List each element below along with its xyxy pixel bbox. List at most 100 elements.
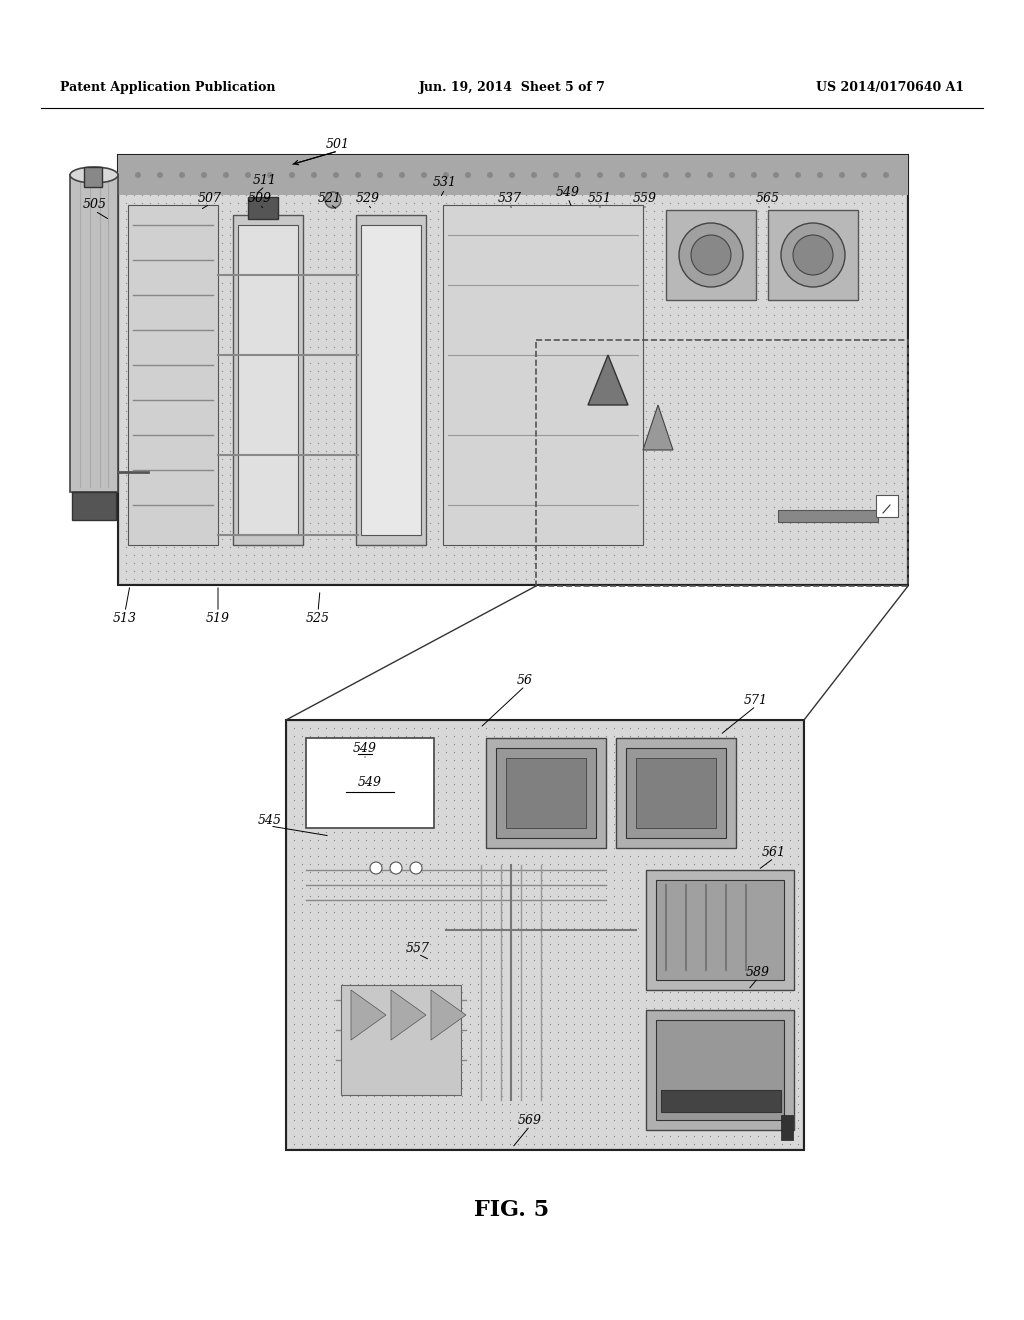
Point (638, 457, 654, 478)
Point (334, 289, 350, 310)
Point (542, 789, 558, 810)
Point (350, 544, 367, 565)
Point (326, 1045, 342, 1067)
Point (590, 201, 606, 222)
Point (246, 384, 262, 405)
Point (606, 329, 623, 350)
Point (454, 561, 470, 582)
Point (542, 774, 558, 795)
Point (269, 329, 286, 350)
Point (653, 441, 670, 462)
Point (317, 352, 334, 374)
Point (430, 1030, 446, 1051)
Point (622, 973, 638, 994)
Point (262, 408, 279, 429)
Point (222, 449, 239, 470)
Point (606, 1126, 623, 1147)
Point (518, 329, 535, 350)
Point (701, 1126, 718, 1147)
Point (829, 161, 846, 182)
Point (662, 718, 678, 739)
Point (357, 813, 374, 834)
Point (342, 256, 358, 277)
Point (317, 337, 334, 358)
Point (718, 256, 734, 277)
Point (350, 1053, 367, 1074)
Point (510, 902, 526, 923)
Point (494, 416, 510, 437)
Point (406, 201, 422, 222)
Point (326, 998, 342, 1019)
Point (414, 1045, 430, 1067)
Point (454, 886, 470, 907)
Point (854, 337, 870, 358)
Point (869, 561, 886, 582)
Point (310, 321, 327, 342)
Point (317, 734, 334, 755)
Point (525, 528, 542, 549)
Point (438, 313, 455, 334)
Point (390, 718, 407, 739)
Point (350, 781, 367, 803)
Point (222, 337, 239, 358)
Point (478, 1053, 495, 1074)
Point (814, 169, 830, 190)
Point (406, 264, 422, 285)
Point (846, 352, 862, 374)
Point (254, 441, 270, 462)
Point (774, 886, 791, 907)
Point (542, 1006, 558, 1027)
Point (542, 536, 558, 557)
Point (366, 1038, 382, 1059)
Point (566, 473, 583, 494)
Point (445, 766, 462, 787)
Point (758, 1093, 774, 1114)
Point (374, 321, 390, 342)
Point (542, 766, 558, 787)
Point (686, 1069, 702, 1090)
Point (406, 718, 422, 739)
Point (374, 805, 390, 826)
Point (141, 185, 158, 206)
Point (510, 750, 526, 771)
Point (397, 289, 414, 310)
Point (686, 297, 702, 318)
Point (406, 376, 422, 397)
Point (590, 1109, 606, 1130)
Point (862, 408, 879, 429)
Point (662, 289, 678, 310)
Point (790, 1118, 806, 1139)
Point (382, 384, 398, 405)
Point (485, 193, 502, 214)
Point (613, 973, 630, 994)
Point (390, 224, 407, 246)
Point (710, 758, 726, 779)
Point (222, 465, 239, 486)
Point (566, 248, 583, 269)
Point (326, 561, 342, 582)
Point (494, 821, 510, 842)
Point (550, 781, 566, 803)
Point (510, 376, 526, 397)
Point (686, 449, 702, 470)
Point (502, 781, 518, 803)
Point (422, 973, 438, 994)
Point (525, 313, 542, 334)
Point (734, 925, 751, 946)
Point (150, 216, 166, 238)
Point (646, 152, 663, 173)
Point (246, 465, 262, 486)
Point (310, 169, 327, 190)
Point (701, 569, 718, 590)
Point (638, 161, 654, 182)
Point (310, 305, 327, 326)
Point (182, 480, 199, 502)
Point (701, 941, 718, 962)
Point (653, 965, 670, 986)
Point (510, 400, 526, 421)
Point (894, 337, 910, 358)
Point (222, 480, 239, 502)
Point (886, 240, 902, 261)
Point (670, 193, 686, 214)
Point (302, 465, 318, 486)
